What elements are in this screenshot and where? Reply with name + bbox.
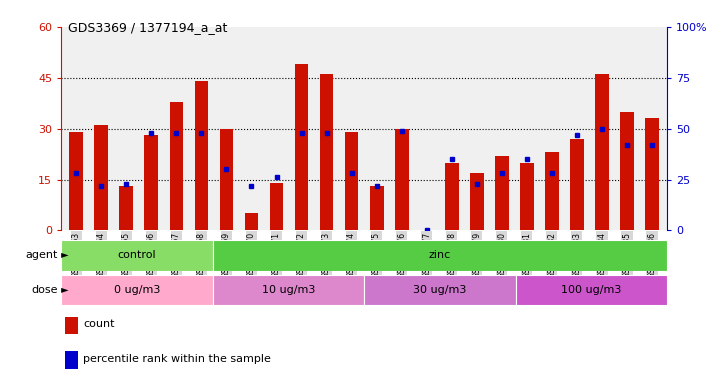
Bar: [144, 136, 159, 230]
Bar: [370, 186, 384, 230]
Bar: [270, 183, 283, 230]
Text: 30 ug/m3: 30 ug/m3: [413, 285, 466, 295]
Bar: [520, 162, 534, 230]
Bar: [516, 275, 667, 305]
Bar: [495, 156, 508, 230]
Text: count: count: [83, 319, 115, 329]
Bar: [545, 152, 559, 230]
Bar: [120, 186, 133, 230]
Text: dose: dose: [31, 285, 58, 295]
Text: 0 ug/m3: 0 ug/m3: [114, 285, 160, 295]
Bar: [645, 118, 659, 230]
Text: control: control: [118, 250, 156, 260]
Bar: [445, 162, 459, 230]
Text: agent: agent: [25, 250, 58, 260]
Bar: [61, 240, 213, 271]
Bar: [319, 74, 333, 230]
Bar: [69, 132, 83, 230]
Bar: [345, 132, 358, 230]
Bar: [364, 275, 516, 305]
Bar: [61, 275, 213, 305]
Text: ►: ►: [58, 285, 68, 295]
Bar: [169, 101, 183, 230]
Text: 100 ug/m3: 100 ug/m3: [561, 285, 622, 295]
Bar: [395, 129, 409, 230]
Bar: [470, 173, 484, 230]
Bar: [195, 81, 208, 230]
Text: 10 ug/m3: 10 ug/m3: [262, 285, 315, 295]
Text: GDS3369 / 1377194_a_at: GDS3369 / 1377194_a_at: [68, 21, 228, 34]
Bar: [595, 74, 609, 230]
Bar: [94, 125, 108, 230]
Bar: [295, 64, 309, 230]
Text: zinc: zinc: [429, 250, 451, 260]
Text: ►: ►: [58, 250, 68, 260]
Bar: [213, 240, 667, 271]
Bar: [620, 112, 634, 230]
Bar: [213, 275, 364, 305]
Bar: [570, 139, 584, 230]
Bar: [244, 214, 258, 230]
Bar: [220, 129, 234, 230]
Text: percentile rank within the sample: percentile rank within the sample: [83, 354, 271, 364]
